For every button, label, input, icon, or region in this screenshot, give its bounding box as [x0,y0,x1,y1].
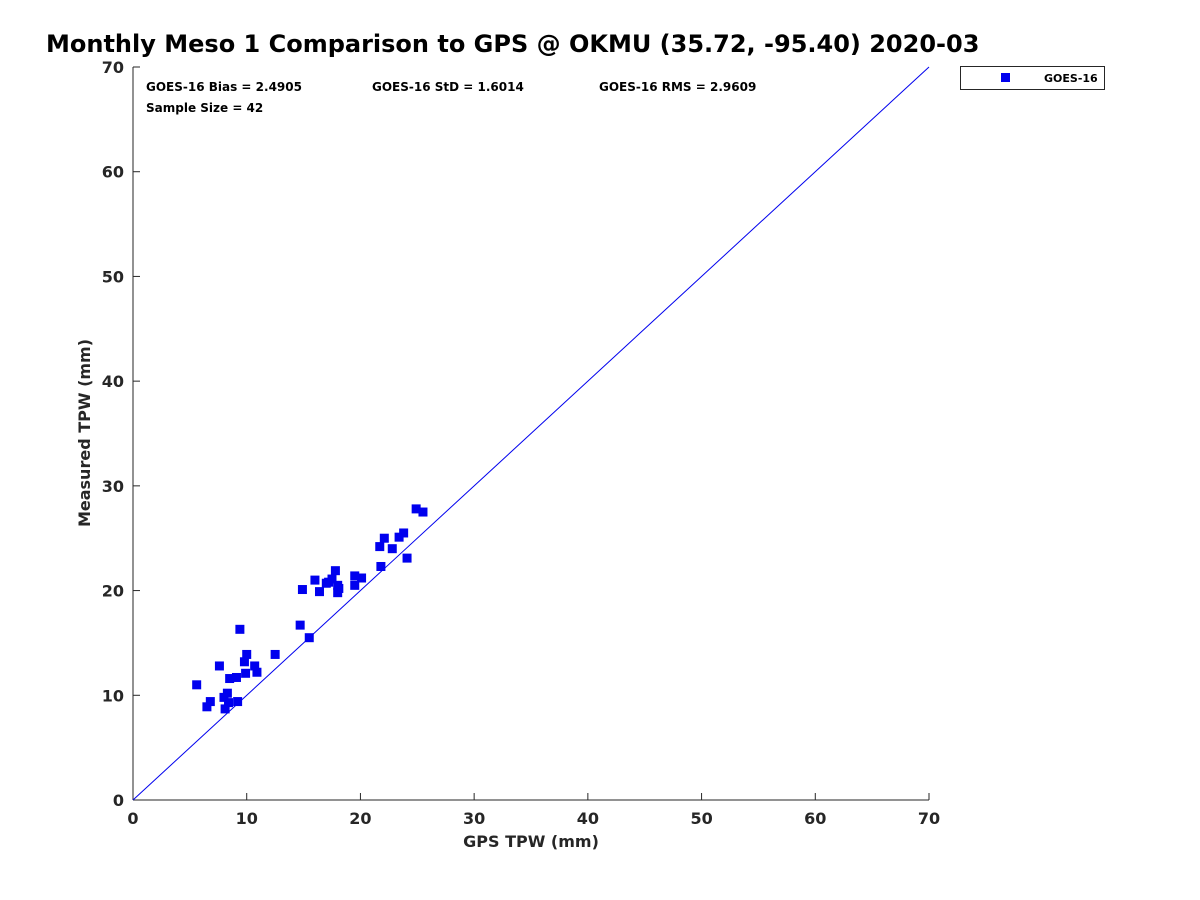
data-point [402,553,412,563]
y-tick-label: 40 [102,372,124,391]
data-point [314,587,324,597]
x-tick-label: 70 [918,809,940,828]
data-point [376,561,386,571]
data-point [225,674,235,684]
y-tick-label: 30 [102,477,124,496]
data-point [350,571,360,581]
data-point [214,661,224,671]
data-point [418,507,428,517]
x-tick-label: 0 [127,809,138,828]
x-tick-label: 60 [804,809,826,828]
y-tick-label: 0 [113,791,124,810]
axes: 0 10 20 30 40 50 60 70 0 10 20 30 40 50 60 70 [102,58,940,828]
data-point [233,697,243,707]
data-point [220,704,230,714]
data-point [205,697,215,707]
data-point [235,624,245,634]
data-point [202,702,212,712]
x-axis-label: GPS TPW (mm) [463,832,599,851]
x-tick-label: 20 [349,809,371,828]
data-point [252,667,262,677]
data-point [250,661,260,671]
data-point [375,542,385,552]
y-tick-label: 10 [102,686,124,705]
data-point [350,580,360,590]
data-point [270,649,280,659]
y-tick-label: 60 [102,163,124,182]
data-point [241,668,251,678]
one-to-one-line [132,66,930,801]
data-point [310,575,320,585]
data-point [295,620,305,630]
legend-entry-goes16: GOES-16 [1044,72,1098,85]
x-tick-label: 10 [236,809,258,828]
data-point [379,533,389,543]
data-point [242,649,252,659]
stat-sample-size: Sample Size = 42 [146,101,263,115]
x-tick-label: 40 [577,809,599,828]
data-points [192,504,428,714]
data-point [334,583,344,593]
stat-std: GOES-16 StD = 1.6014 [372,80,524,94]
data-point [231,672,241,682]
data-point [411,504,421,514]
data-point [394,532,404,542]
legend-marker-square [1001,73,1010,82]
chart-title: Monthly Meso 1 Comparison to GPS @ OKMU … [46,30,980,58]
y-axis-label: Measured TPW (mm) [75,339,94,527]
data-point [304,633,314,643]
y-tick-label: 50 [102,267,124,286]
data-point [239,657,249,667]
y-tick-label: 70 [102,58,124,77]
stat-rms: GOES-16 RMS = 2.9609 [599,80,756,94]
data-point [224,698,234,708]
y-tick-label: 20 [102,582,124,601]
x-tick-label: 30 [463,809,485,828]
legend: GOES-16 [960,66,1105,90]
data-point [357,573,367,583]
x-tick-label: 50 [690,809,712,828]
stat-bias: GOES-16 Bias = 2.4905 [146,80,302,94]
legend-box [960,66,1105,90]
data-point [330,566,340,576]
data-point [297,585,307,595]
data-point [387,544,397,554]
data-point [324,577,334,587]
data-point [192,680,202,690]
data-point [399,528,409,538]
data-point [222,688,232,698]
